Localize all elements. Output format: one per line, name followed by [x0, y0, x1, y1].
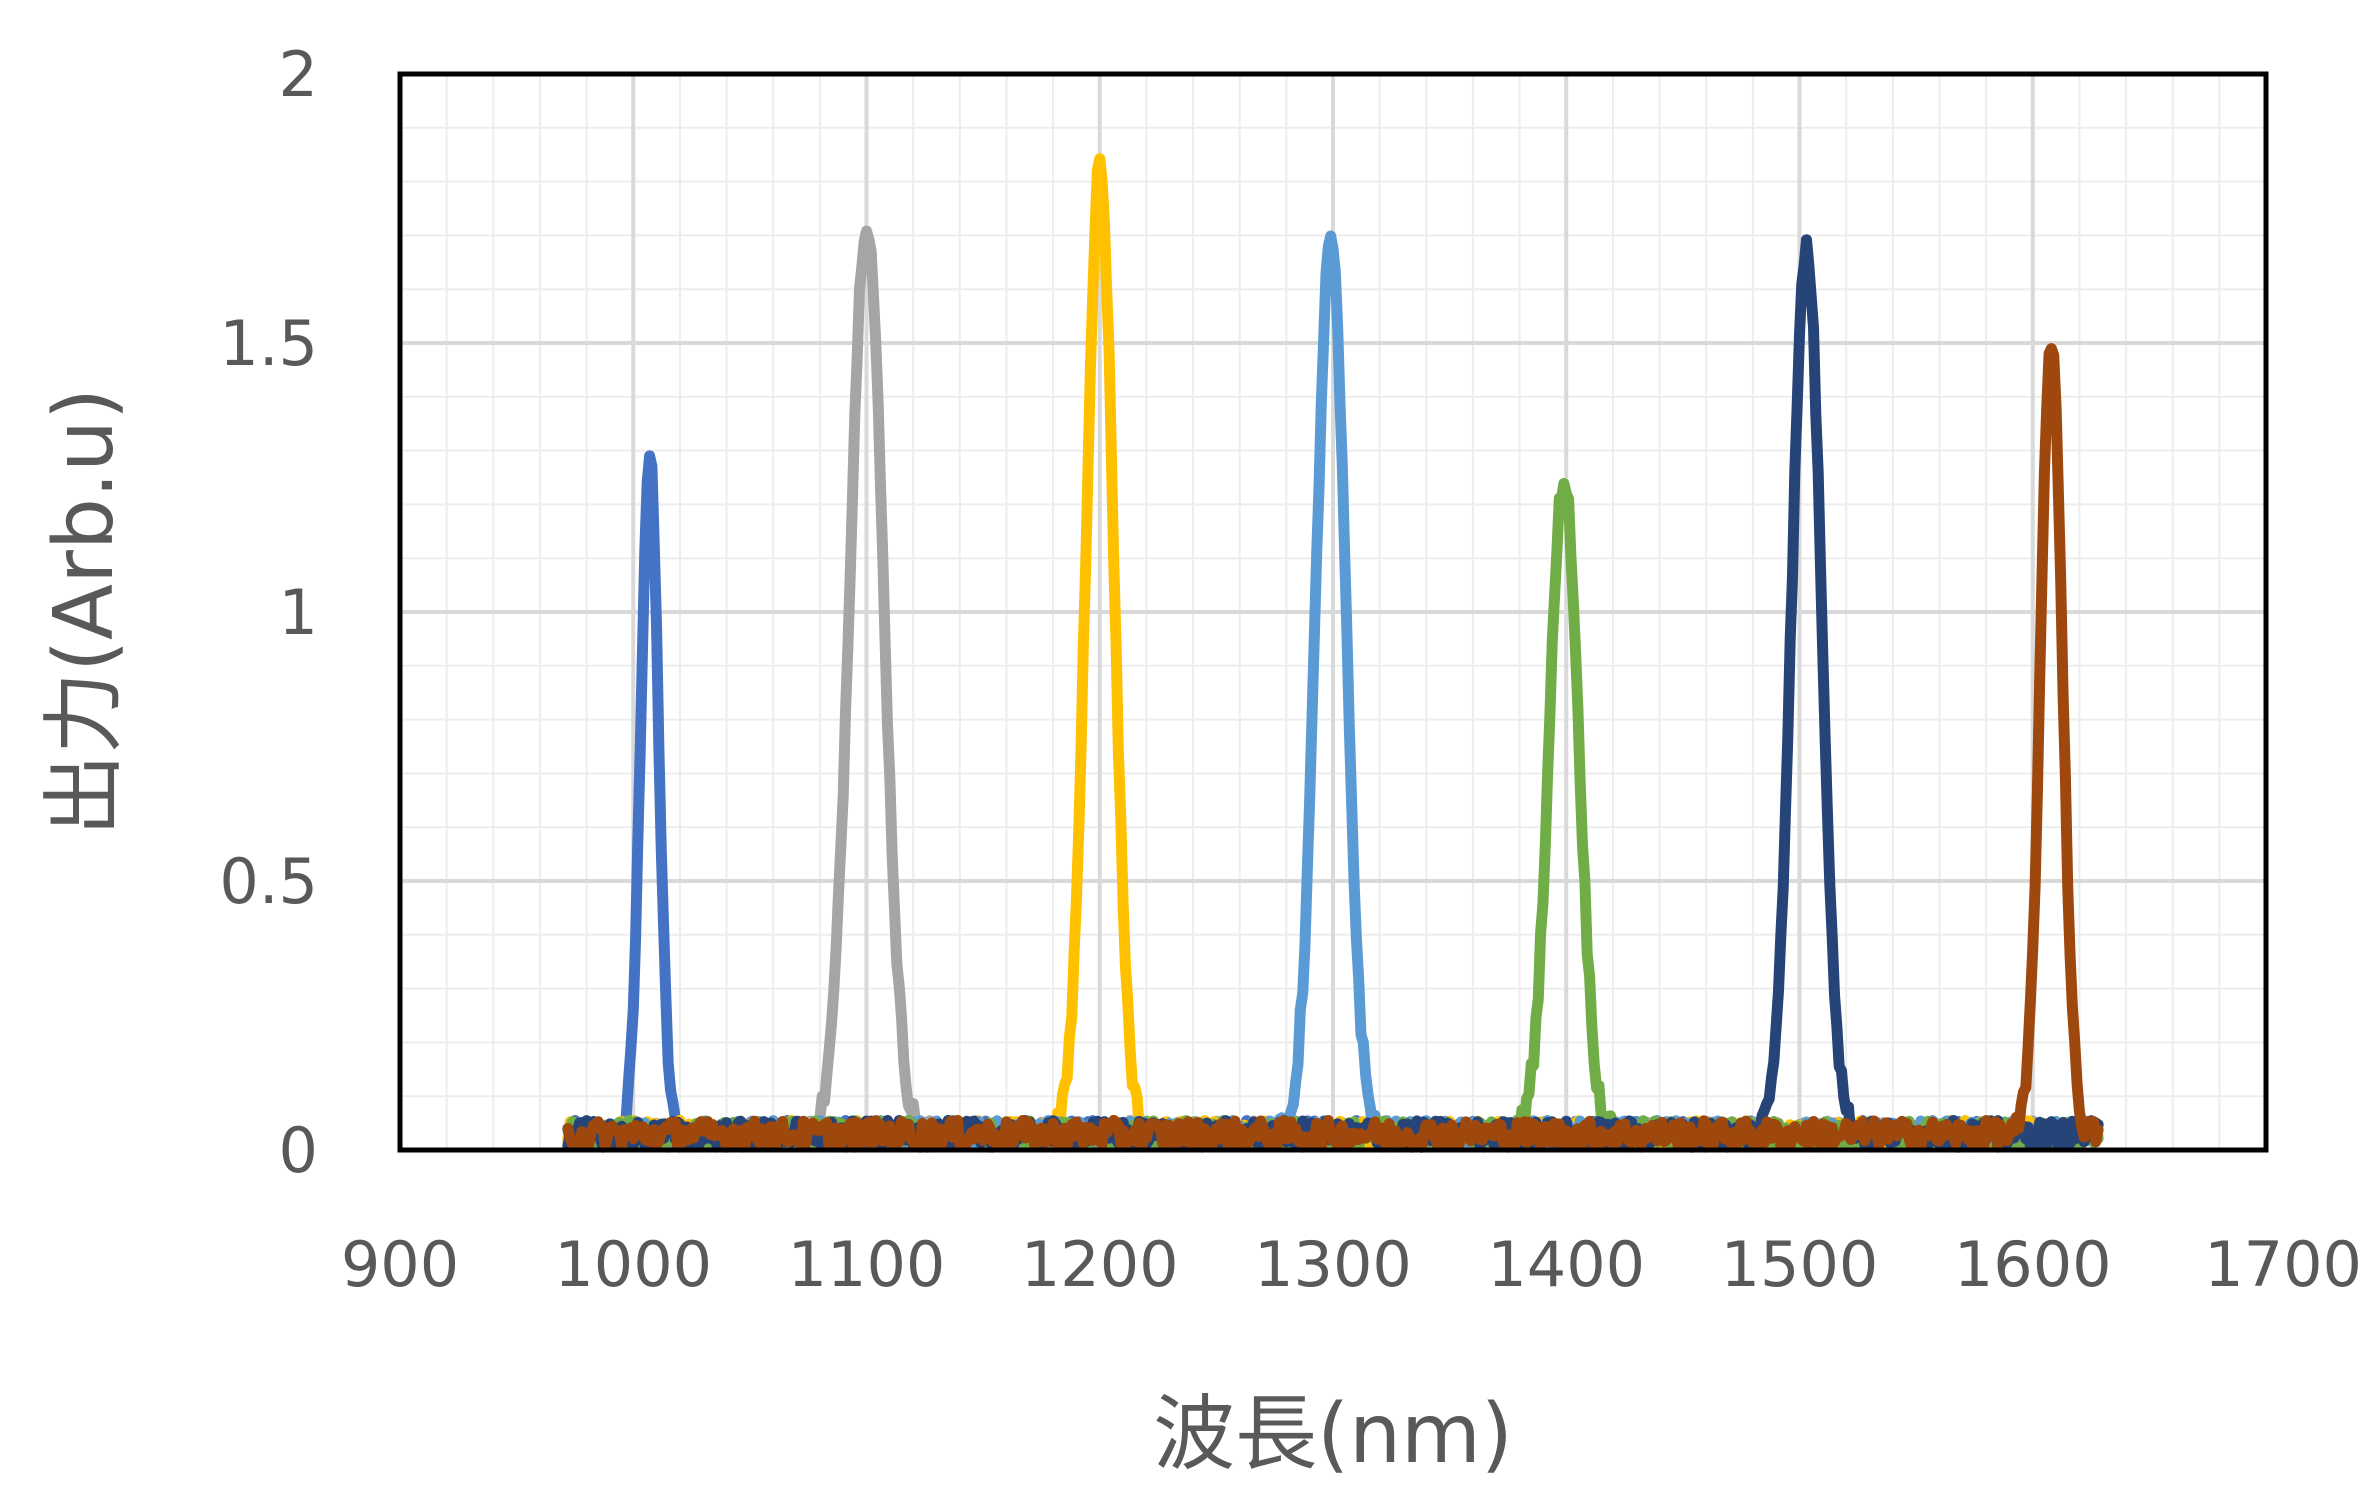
y-tick-label: 2	[279, 38, 318, 111]
x-tick-label: 1000	[554, 1228, 712, 1301]
series-line-7	[562, 343, 2104, 1153]
x-tick-label: 900	[341, 1228, 459, 1301]
y-axis-title: 出力(Arb.u)	[37, 388, 132, 836]
plot-area-border	[397, 71, 2269, 1153]
x-tick-label: 1600	[1954, 1228, 2112, 1301]
series-layer	[562, 153, 2104, 1153]
y-tick-labels: 0 0.5 1 1.5 2	[219, 38, 318, 1187]
x-tick-label: 1200	[1021, 1228, 1179, 1301]
x-tick-label: 1100	[788, 1228, 946, 1301]
x-tick-labels: 900 1000 1100 1200 1300 1400 1500 1600 1700	[341, 1228, 2362, 1301]
y-tick-label: 0.5	[219, 845, 318, 918]
x-tick-label: 1400	[1487, 1228, 1645, 1301]
y-tick-label: 0	[279, 1114, 318, 1187]
x-tick-label: 1300	[1254, 1228, 1412, 1301]
x-tick-label: 1500	[1721, 1228, 1879, 1301]
x-axis-title: 波長(nm)	[1153, 1387, 1513, 1482]
y-tick-label: 1.5	[219, 307, 318, 380]
x-tick-label: 1700	[2204, 1228, 2362, 1301]
y-tick-label: 1	[279, 576, 318, 649]
